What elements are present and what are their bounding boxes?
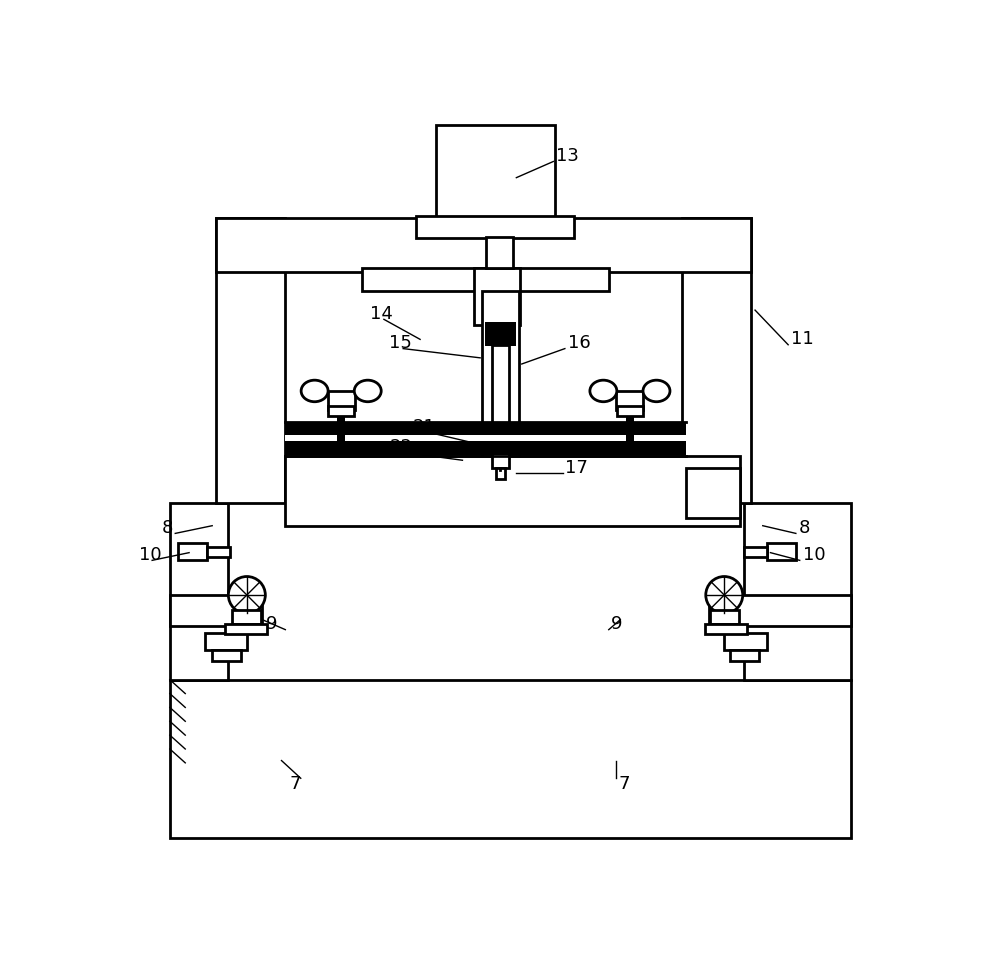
Bar [337, 407, 345, 441]
Bar [416, 217, 574, 238]
Bar [616, 391, 643, 411]
Bar [362, 268, 609, 291]
Bar [207, 547, 230, 558]
Bar [492, 345, 509, 468]
Text: 10: 10 [139, 546, 162, 563]
Bar [212, 651, 241, 662]
Bar [178, 543, 207, 561]
Text: 8: 8 [799, 519, 810, 537]
Bar [474, 268, 520, 325]
Bar [285, 441, 686, 455]
Bar [225, 624, 267, 633]
Bar [686, 467, 740, 518]
Bar [617, 407, 643, 416]
Text: 15: 15 [389, 334, 412, 352]
Bar [744, 503, 851, 680]
Bar [232, 611, 261, 624]
Bar [170, 680, 851, 838]
Bar [216, 218, 285, 503]
Ellipse shape [643, 380, 670, 402]
Bar [328, 407, 354, 416]
Text: 16: 16 [568, 334, 591, 352]
Bar [709, 595, 851, 626]
Bar [486, 237, 512, 268]
Ellipse shape [301, 380, 328, 402]
Text: 7: 7 [619, 774, 630, 793]
Ellipse shape [706, 576, 743, 613]
Text: 14: 14 [370, 305, 393, 323]
Bar [724, 633, 767, 651]
Text: 9: 9 [611, 615, 623, 633]
Bar [744, 547, 767, 558]
Bar [767, 543, 796, 561]
Bar [705, 624, 747, 633]
Bar [436, 125, 555, 218]
Ellipse shape [228, 576, 265, 613]
Bar [216, 218, 751, 271]
Bar [285, 457, 740, 525]
Bar [626, 407, 634, 441]
Bar [682, 218, 751, 503]
Bar [328, 391, 355, 411]
Bar [285, 421, 686, 435]
Text: 17: 17 [565, 459, 588, 477]
Bar [496, 468, 505, 479]
Text: 10: 10 [803, 546, 825, 563]
Ellipse shape [354, 380, 381, 402]
Text: 13: 13 [556, 147, 578, 165]
Text: 22: 22 [389, 438, 412, 456]
Bar [485, 321, 516, 346]
Bar [285, 435, 686, 441]
Bar [730, 651, 759, 662]
Text: 21: 21 [412, 418, 435, 436]
Bar [710, 611, 739, 624]
Bar [170, 595, 262, 626]
Ellipse shape [590, 380, 617, 402]
Bar [482, 291, 519, 471]
Text: 8: 8 [162, 519, 174, 537]
Text: 11: 11 [791, 330, 814, 348]
Text: 9: 9 [266, 615, 278, 633]
Bar [205, 633, 247, 651]
Bar [170, 503, 228, 680]
Text: 7: 7 [289, 774, 301, 793]
